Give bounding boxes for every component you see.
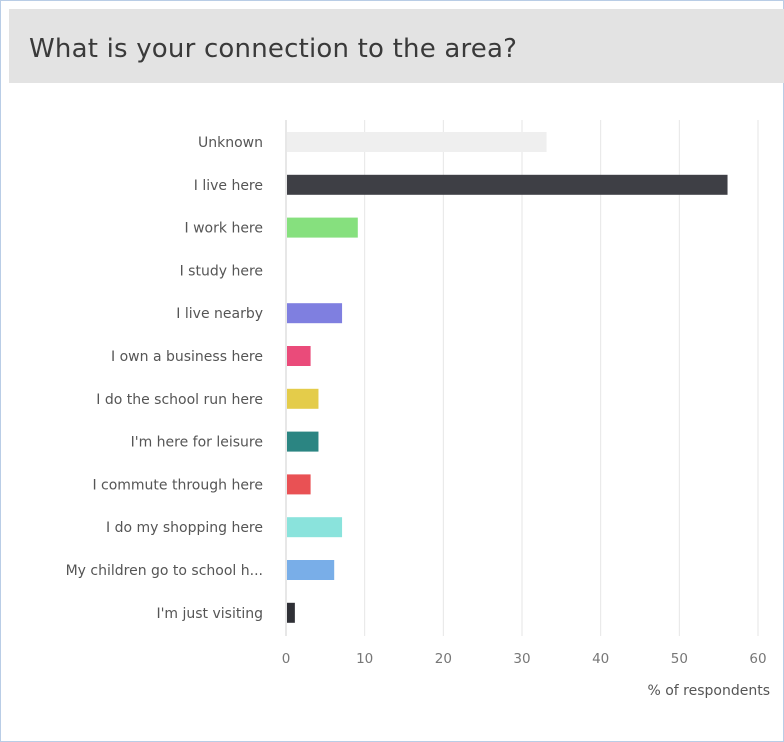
x-tick-label-0: 0 [282,651,291,667]
x-tick-label-50: 50 [671,651,688,667]
bar-7 [287,388,319,409]
category-label-10: I do my shopping here [106,520,263,536]
bar-5 [287,303,343,324]
bar-10 [287,517,343,538]
category-label-3: I work here [185,221,263,237]
bar-9 [287,474,311,495]
x-tick-label-30: 30 [513,651,530,667]
bar-2 [287,174,728,195]
x-tick-label-20: 20 [435,651,452,667]
x-tick-label-40: 40 [592,651,609,667]
category-label-12: I'm just visiting [156,606,263,622]
bar-12 [287,602,295,623]
bar-1 [287,132,547,152]
bar-11 [287,560,335,580]
bar-3 [287,217,358,238]
category-label-8: I'm here for leisure [131,435,263,451]
category-label-4: I study here [180,263,263,279]
category-label-6: I own a business here [111,349,263,365]
category-label-11: My children go to school h... [66,563,263,579]
bar-8 [287,431,319,452]
x-tick-label-10: 10 [356,651,373,667]
category-label-1: Unknown [198,135,263,151]
bar-chart: Unknown I live here I work here I study her… [66,120,770,699]
bar-6 [287,346,311,366]
panel-header: What is your connection to the area? [9,9,784,83]
chart-title: What is your connection to the area? [29,34,518,64]
category-label-2: I live here [194,178,263,194]
x-tick-label-60: 60 [749,651,766,667]
x-axis-title: % of respondents [647,683,770,699]
category-label-9: I commute through here [92,477,263,493]
category-label-5: I live nearby [176,306,263,322]
category-label-7: I do the school run here [96,392,263,408]
